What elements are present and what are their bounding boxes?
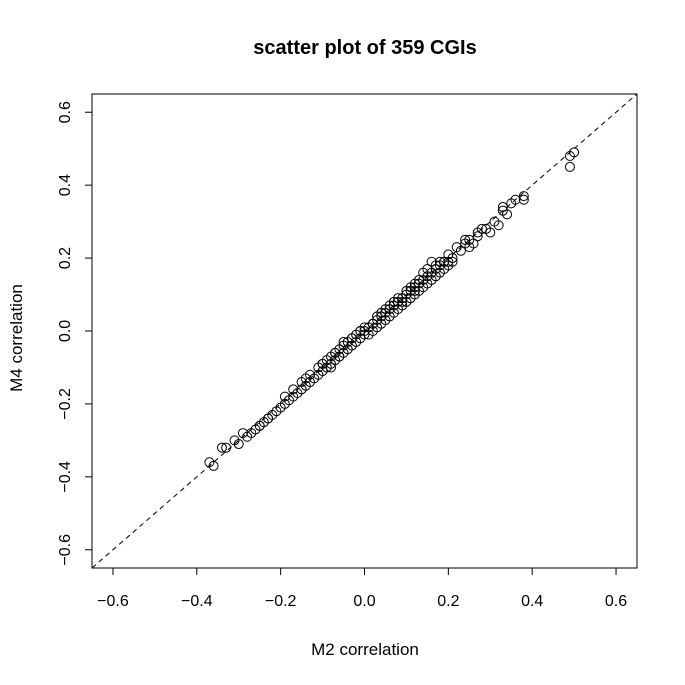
- data-point: [497, 202, 508, 213]
- data-point: [376, 307, 387, 318]
- data-point: [346, 333, 357, 344]
- x-tick-label: 0.4: [521, 593, 543, 610]
- data-point: [367, 318, 378, 329]
- x-tick-label: −0.2: [265, 593, 297, 610]
- data-point: [518, 191, 529, 202]
- x-tick-label: 0.6: [605, 593, 627, 610]
- data-point: [216, 442, 227, 453]
- data-point: [300, 373, 311, 384]
- data-point: [422, 264, 433, 275]
- data-point: [229, 435, 240, 446]
- data-point: [460, 234, 471, 245]
- data-point: [447, 256, 458, 267]
- data-point: [359, 322, 370, 333]
- data-point: [434, 256, 445, 267]
- y-tick-label: −0.4: [57, 461, 74, 493]
- data-point: [460, 238, 471, 249]
- data-point: [334, 351, 345, 362]
- y-tick-label: 0.4: [57, 174, 74, 196]
- data-point: [279, 391, 290, 402]
- x-tick-label: 0.0: [353, 593, 375, 610]
- x-axis-label: M2 correlation: [311, 640, 419, 659]
- data-point: [254, 420, 265, 431]
- data-point: [338, 336, 349, 347]
- y-axis: −0.6 −0.4 −0.2 0.0 0.2 0.4 0.6: [57, 101, 93, 566]
- y-tick-label: 0.2: [57, 247, 74, 269]
- data-point: [288, 384, 299, 395]
- y-tick-label: 0.6: [57, 101, 74, 123]
- data-point: [468, 238, 479, 249]
- data-point: [443, 249, 454, 260]
- x-tick-label: 0.2: [437, 593, 459, 610]
- data-point: [506, 198, 517, 209]
- data-point: [388, 296, 399, 307]
- chart-title: scatter plot of 359 CGIs: [253, 37, 476, 59]
- data-point: [401, 285, 412, 296]
- data-point: [472, 231, 483, 242]
- data-point: [409, 278, 420, 289]
- data-point: [426, 256, 437, 267]
- data-point: [359, 326, 370, 336]
- x-axis: −0.6 −0.4 −0.2 0.0 0.2 0.4 0.6: [97, 567, 627, 610]
- data-point: [325, 362, 336, 373]
- data-point: [489, 216, 500, 227]
- data-point: [204, 457, 215, 468]
- y-tick-label: 0.0: [57, 320, 74, 342]
- data-point: [564, 161, 575, 172]
- data-point: [237, 428, 248, 439]
- data-point: [518, 194, 529, 205]
- data-point: [409, 285, 420, 296]
- y-tick-label: −0.2: [57, 388, 74, 420]
- data-point: [317, 358, 328, 369]
- data-point: [443, 256, 454, 267]
- x-tick-label: −0.4: [181, 593, 213, 610]
- data-point: [439, 256, 450, 267]
- data-point: [221, 442, 232, 453]
- data-point: [472, 227, 483, 238]
- data-point: [497, 205, 508, 216]
- y-tick-label: −0.6: [57, 534, 74, 566]
- x-tick-label: −0.6: [97, 593, 129, 610]
- points-layer: [204, 147, 580, 471]
- data-point: [451, 242, 462, 253]
- data-point: [481, 223, 492, 234]
- data-point: [263, 413, 274, 424]
- y-axis-label: M4 correlation: [7, 284, 26, 392]
- data-point: [569, 147, 580, 158]
